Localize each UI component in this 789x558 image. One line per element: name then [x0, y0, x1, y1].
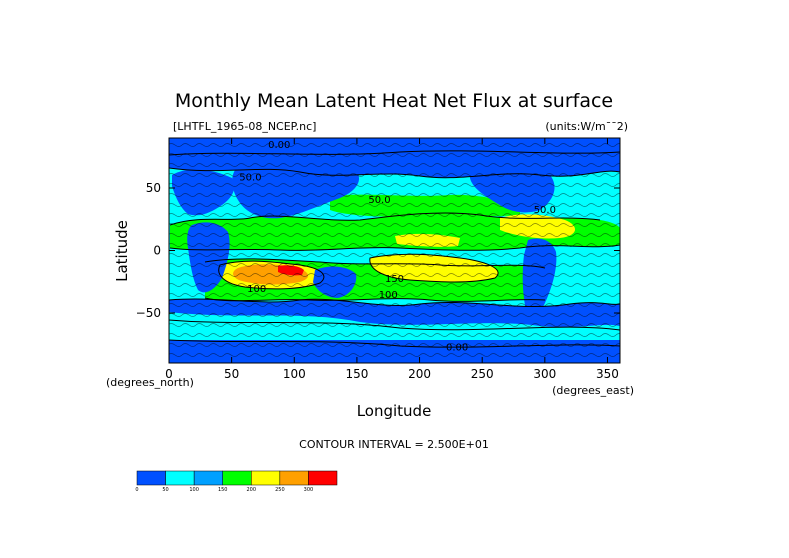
contour-label: 50.0	[368, 195, 390, 206]
contour-lines	[169, 150, 620, 348]
colorbar-tick-label: 50	[162, 487, 168, 493]
colorbar-tick-label: 200	[247, 487, 257, 493]
colorbar-swatch	[193, 470, 223, 486]
contour-label: 50.0	[239, 173, 261, 184]
y-axis-ticks: 50 0 −50	[136, 181, 620, 320]
x-tick-label: 300	[533, 367, 556, 381]
colorbar-swatch	[251, 470, 281, 486]
file-label: [LHTFL_1965-08_NCEP.nc]	[173, 120, 316, 133]
y-tick-label: −50	[136, 306, 161, 320]
contour-label: 100	[379, 290, 398, 301]
y-tick-label: 0	[153, 244, 161, 258]
colorbar-tick-label: 150	[218, 487, 228, 493]
contour-label: 150	[385, 274, 404, 285]
contour-label: 0.00	[268, 140, 290, 151]
x-tick-label: 250	[471, 367, 494, 381]
contour-label: 50.0	[534, 205, 556, 216]
y-axis-label: Latitude	[113, 220, 131, 282]
colorbar-swatch	[308, 470, 338, 486]
x-axis-ticks: 0 50 100 150 200 250 300 350	[165, 138, 619, 381]
x-axis-label: Longitude	[357, 402, 432, 420]
colorbar: 0 50 100 150 200 250 300	[135, 470, 338, 493]
colorbar-tick-label: 300	[304, 487, 314, 493]
contour-labels: 0.00 50.0 50.0 50.0 100 150 100 0.00	[239, 140, 556, 354]
x-tick-label: 0	[165, 367, 173, 381]
colorbar-tick-label: 250	[275, 487, 285, 493]
colorbar-tick-label: 100	[189, 487, 199, 493]
colorbar-swatch	[222, 470, 252, 486]
x-unit-label: (degrees_east)	[552, 384, 634, 397]
x-tick-label: 350	[596, 367, 619, 381]
chart-title: Monthly Mean Latent Heat Net Flux at sur…	[175, 90, 613, 112]
y-unit-label: (degrees_north)	[106, 376, 194, 389]
plot-area	[169, 138, 620, 363]
colorbar-swatch	[165, 470, 195, 486]
contour-interval-label: CONTOUR INTERVAL = 2.500E+01	[299, 438, 489, 451]
colorbar-tick-label: 0	[135, 487, 138, 493]
colorbar-swatch	[279, 470, 309, 486]
contour-label: 100	[247, 284, 266, 295]
colorbar-swatch	[136, 470, 166, 486]
contour-label: 0.00	[446, 343, 468, 354]
contour-texture	[169, 138, 620, 363]
x-tick-label: 100	[283, 367, 306, 381]
units-label: (units:W/m¯¯2)	[545, 120, 628, 133]
x-tick-label: 200	[408, 367, 431, 381]
x-tick-label: 150	[345, 367, 368, 381]
x-tick-label: 50	[224, 367, 239, 381]
y-tick-label: 50	[146, 181, 161, 195]
